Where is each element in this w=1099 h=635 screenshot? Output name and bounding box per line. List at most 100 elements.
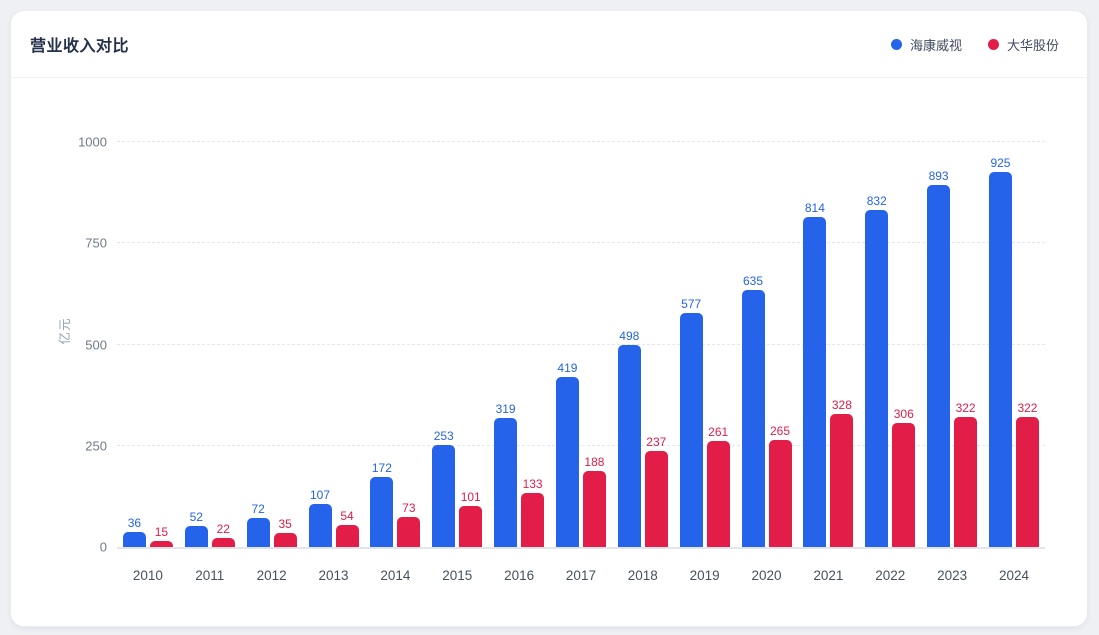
bar-group: 107 54 xyxy=(303,142,365,547)
bar-value-label: 72 xyxy=(251,501,265,516)
card-header: 营业收入对比 海康威视 大华股份 xyxy=(11,11,1087,78)
bar-column: 72 xyxy=(246,142,270,547)
y-axis-tick: 250 xyxy=(85,438,107,454)
bar-value-label: 107 xyxy=(309,487,331,502)
y-axis-tick: 0 xyxy=(99,539,107,555)
x-axis-label: 2014 xyxy=(380,568,411,583)
y-axis-tick: 1000 xyxy=(78,134,107,150)
bar-dahua-2019[interactable] xyxy=(706,441,730,547)
x-axis: 2010 2011 2012 2013 2014 2015 2016 2017 2018 2019… xyxy=(117,557,1045,583)
x-axis-label: 2010 xyxy=(132,568,163,583)
bar-hikvision-2015[interactable] xyxy=(432,444,456,547)
bar-hikvision-2024[interactable] xyxy=(988,172,1012,547)
bar-value-label: 306 xyxy=(893,407,914,422)
bar-value-label: 419 xyxy=(557,361,578,376)
bar-value-label: 635 xyxy=(743,273,764,288)
legend-item-hikvision[interactable]: 海康威视 xyxy=(890,35,962,54)
legend-label: 大华股份 xyxy=(1006,37,1059,53)
x-axis-label: 2024 xyxy=(998,568,1029,583)
bar-column: 52 xyxy=(184,142,208,547)
bar-dahua-2016[interactable] xyxy=(521,493,545,547)
bar-dahua-2021[interactable] xyxy=(830,414,854,547)
y-axis-tick: 750 xyxy=(85,235,107,251)
bar-hikvision-2021[interactable] xyxy=(803,217,827,547)
bar-column: 635 xyxy=(741,142,765,547)
bar-value-label: 133 xyxy=(522,477,543,492)
y-axis: 0 250 500 750 1000 xyxy=(11,136,107,554)
bar-column: 101 xyxy=(459,142,483,547)
bar-column: 107 xyxy=(308,142,332,547)
x-axis-label: 2013 xyxy=(318,568,349,583)
bar-dahua-2015[interactable] xyxy=(459,506,483,547)
bar-value-label: 101 xyxy=(460,490,481,505)
bar-column: 54 xyxy=(335,142,359,547)
bar-group: 253 101 xyxy=(426,142,488,547)
bar-value-label: 814 xyxy=(804,201,825,216)
bar-dahua-2014[interactable] xyxy=(397,517,421,547)
bar-value-label: 253 xyxy=(433,428,454,443)
bar-group: 498 237 xyxy=(612,142,674,547)
bar-column: 319 xyxy=(494,142,518,547)
bar-group: 925 322 xyxy=(983,142,1045,547)
x-axis-label: 2012 xyxy=(256,568,287,583)
bar-hikvision-2012[interactable] xyxy=(246,517,270,547)
bar-hikvision-2023[interactable] xyxy=(927,185,951,547)
plot-area: 36 15 52 22 72 35 107 54 172 73 253 101 319 133 419 188… xyxy=(117,142,1045,549)
bar-dahua-2024[interactable] xyxy=(1015,416,1039,547)
bar-hikvision-2022[interactable] xyxy=(865,210,889,547)
bar-hikvision-2018[interactable] xyxy=(617,345,641,547)
bar-hikvision-2011[interactable] xyxy=(184,525,208,547)
bar-dahua-2020[interactable] xyxy=(768,439,792,547)
bar-column: 498 xyxy=(617,142,641,547)
x-axis-label: 2015 xyxy=(442,568,473,583)
bar-column: 814 xyxy=(803,142,827,547)
bar-column: 73 xyxy=(397,142,421,547)
bar-group: 319 133 xyxy=(488,142,550,547)
bar-column: 893 xyxy=(927,142,951,547)
bar-value-label: 328 xyxy=(831,398,852,413)
bar-dahua-2011[interactable] xyxy=(211,538,235,547)
bar-dahua-2017[interactable] xyxy=(582,470,606,547)
bar-dahua-2022[interactable] xyxy=(892,423,916,547)
bar-dahua-2023[interactable] xyxy=(954,416,978,547)
bar-value-label: 832 xyxy=(866,194,887,209)
bar-value-label: 322 xyxy=(1017,400,1038,415)
bar-value-label: 261 xyxy=(708,425,729,440)
bar-group: 36 15 xyxy=(117,142,179,547)
bar-column: 15 xyxy=(149,142,173,547)
bar-column: 925 xyxy=(988,142,1012,547)
bar-hikvision-2014[interactable] xyxy=(370,477,394,547)
x-axis-label: 2016 xyxy=(504,568,535,583)
bar-column: 261 xyxy=(706,142,730,547)
bar-column: 265 xyxy=(768,142,792,547)
x-axis-label: 2020 xyxy=(751,568,782,583)
bar-hikvision-2017[interactable] xyxy=(555,377,579,547)
bar-hikvision-2020[interactable] xyxy=(741,289,765,547)
bar-dahua-2012[interactable] xyxy=(273,532,297,547)
bar-value-label: 188 xyxy=(584,454,605,469)
bar-value-label: 893 xyxy=(928,169,949,184)
bar-dahua-2013[interactable] xyxy=(335,525,359,547)
bar-hikvision-2016[interactable] xyxy=(494,417,518,547)
bar-value-label: 22 xyxy=(216,522,230,537)
legend-item-dahua[interactable]: 大华股份 xyxy=(987,35,1059,54)
bar-value-label: 54 xyxy=(340,509,354,524)
x-axis-label: 2023 xyxy=(937,568,968,583)
bar-column: 328 xyxy=(830,142,854,547)
bar-group: 814 328 xyxy=(797,142,859,547)
bar-column: 306 xyxy=(892,142,916,547)
bar-column: 188 xyxy=(582,142,606,547)
bar-group: 52 22 xyxy=(179,142,241,547)
bar-dahua-2018[interactable] xyxy=(644,451,668,547)
x-axis-label: 2021 xyxy=(813,568,844,583)
revenue-comparison-card: 营业收入对比 海康威视 大华股份 亿元 0 250 500 750 1000 36 15 52… xyxy=(10,10,1088,627)
bar-dahua-2010[interactable] xyxy=(149,540,173,547)
bar-hikvision-2010[interactable] xyxy=(122,532,146,547)
bar-group: 72 35 xyxy=(241,142,303,547)
bar-value-label: 36 xyxy=(127,516,142,531)
bar-hikvision-2019[interactable] xyxy=(679,313,703,547)
legend-label: 海康威视 xyxy=(909,37,962,53)
bar-hikvision-2013[interactable] xyxy=(308,503,332,547)
bar-value-label: 237 xyxy=(646,435,667,450)
bar-value-label: 172 xyxy=(371,461,392,476)
